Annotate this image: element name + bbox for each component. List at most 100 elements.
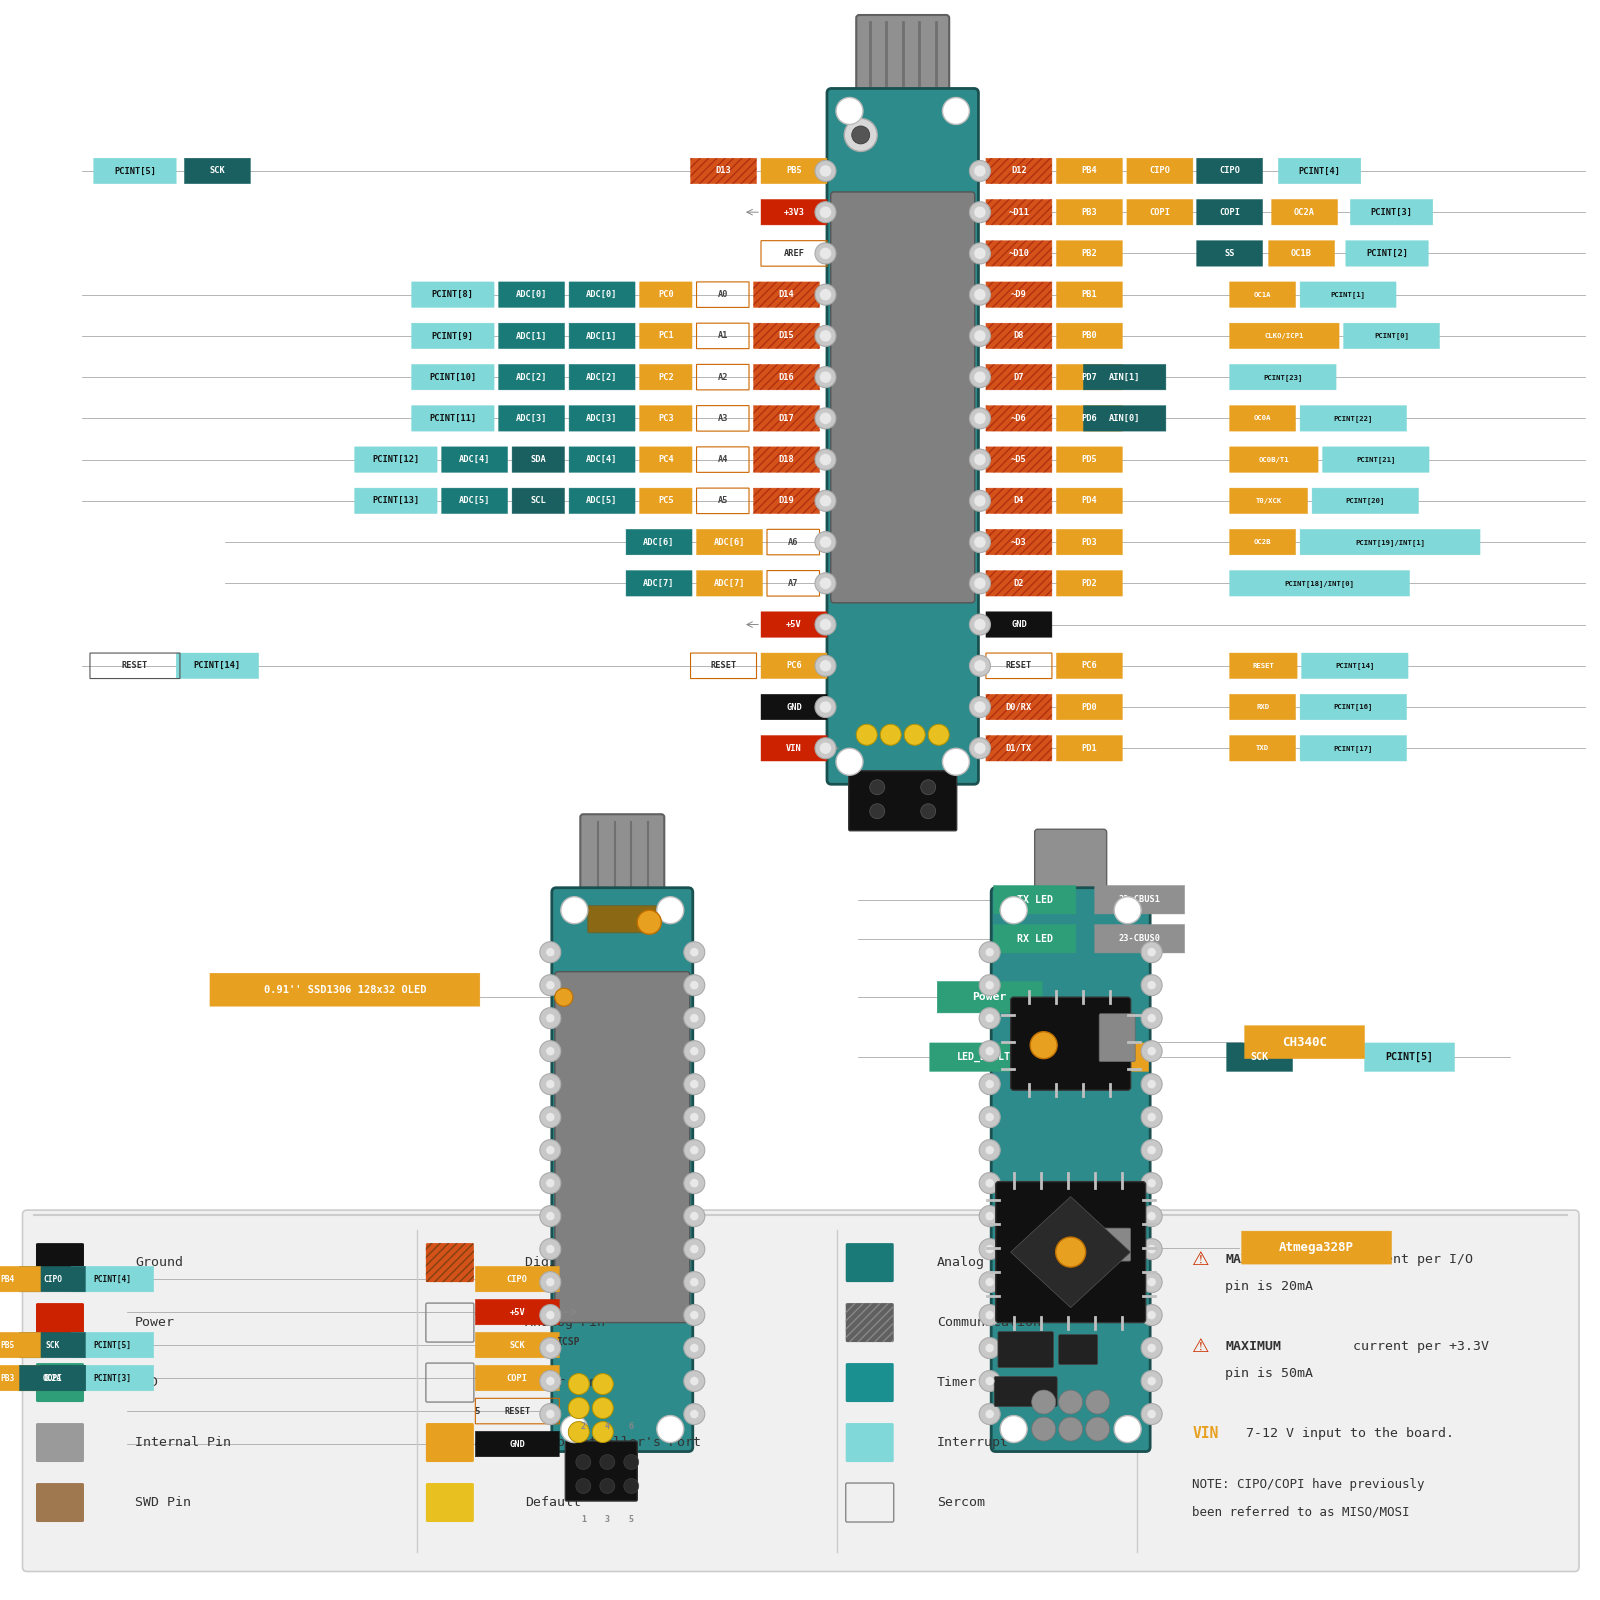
Text: PC4: PC4 — [658, 454, 674, 464]
Circle shape — [970, 738, 990, 758]
Circle shape — [986, 1310, 994, 1320]
Text: PCINT[3]: PCINT[3] — [93, 1373, 131, 1382]
Text: ADC[4]: ADC[4] — [586, 454, 618, 464]
FancyBboxPatch shape — [1056, 446, 1122, 472]
Text: COPI: COPI — [1219, 208, 1240, 216]
Text: Microcontroller's Port: Microcontroller's Port — [525, 1437, 701, 1450]
FancyBboxPatch shape — [1245, 1026, 1365, 1059]
FancyBboxPatch shape — [827, 88, 979, 784]
Circle shape — [814, 738, 835, 758]
Circle shape — [690, 1080, 699, 1088]
Circle shape — [690, 1344, 699, 1352]
FancyBboxPatch shape — [1242, 1230, 1392, 1264]
Circle shape — [690, 1112, 699, 1122]
Circle shape — [974, 454, 986, 466]
Text: OC2A: OC2A — [43, 1373, 62, 1382]
Circle shape — [690, 1310, 699, 1320]
Text: PCINT[17]: PCINT[17] — [1334, 746, 1373, 752]
Circle shape — [683, 1074, 704, 1094]
Circle shape — [986, 1046, 994, 1056]
Circle shape — [539, 1272, 562, 1293]
FancyBboxPatch shape — [512, 446, 565, 472]
Circle shape — [986, 1245, 994, 1254]
Circle shape — [986, 1112, 994, 1122]
Circle shape — [814, 285, 835, 306]
Text: PB4: PB4 — [0, 1275, 14, 1283]
FancyBboxPatch shape — [986, 488, 1051, 514]
Circle shape — [986, 1211, 994, 1221]
Circle shape — [546, 1146, 555, 1155]
Circle shape — [562, 896, 587, 923]
Circle shape — [1141, 1371, 1162, 1392]
Text: PCINT[23]: PCINT[23] — [1262, 374, 1302, 381]
Text: Digital Pin: Digital Pin — [525, 1256, 613, 1269]
Circle shape — [1141, 1304, 1162, 1325]
FancyBboxPatch shape — [986, 406, 1051, 430]
FancyBboxPatch shape — [565, 1442, 637, 1501]
Text: +5V: +5V — [786, 621, 802, 629]
FancyBboxPatch shape — [426, 1243, 474, 1282]
FancyBboxPatch shape — [475, 1365, 560, 1390]
Text: D7: D7 — [1014, 373, 1024, 382]
Text: Ground: Ground — [134, 1256, 182, 1269]
FancyBboxPatch shape — [442, 488, 507, 514]
FancyBboxPatch shape — [555, 971, 690, 1323]
Text: SCL: SCL — [531, 496, 546, 506]
Text: Internal Pin: Internal Pin — [134, 1437, 230, 1450]
FancyBboxPatch shape — [1365, 1043, 1454, 1072]
FancyBboxPatch shape — [696, 571, 763, 597]
Text: pin is 50mA: pin is 50mA — [1226, 1366, 1314, 1381]
FancyBboxPatch shape — [570, 282, 635, 307]
FancyBboxPatch shape — [1056, 323, 1122, 349]
FancyBboxPatch shape — [1230, 365, 1336, 390]
Text: OC0A: OC0A — [1254, 416, 1272, 421]
FancyBboxPatch shape — [1301, 694, 1406, 720]
FancyBboxPatch shape — [19, 1365, 85, 1390]
Circle shape — [546, 1245, 555, 1254]
FancyBboxPatch shape — [1301, 406, 1406, 430]
Text: RESET: RESET — [504, 1406, 531, 1416]
Circle shape — [819, 742, 832, 754]
Circle shape — [979, 1173, 1000, 1194]
Text: PCINT[14]: PCINT[14] — [194, 661, 242, 670]
FancyBboxPatch shape — [754, 488, 819, 514]
Text: 3: 3 — [605, 1515, 610, 1523]
Circle shape — [835, 98, 862, 125]
Circle shape — [1000, 1416, 1027, 1443]
Circle shape — [1141, 1040, 1162, 1062]
FancyBboxPatch shape — [848, 771, 957, 830]
Circle shape — [974, 413, 986, 424]
Circle shape — [546, 1112, 555, 1122]
FancyBboxPatch shape — [499, 406, 565, 430]
Text: PCINT[0]: PCINT[0] — [1374, 333, 1410, 339]
Text: D16: D16 — [779, 373, 794, 382]
Text: 1: 1 — [581, 1515, 586, 1523]
FancyBboxPatch shape — [19, 1266, 85, 1291]
Circle shape — [851, 126, 870, 144]
Circle shape — [819, 494, 832, 507]
FancyBboxPatch shape — [938, 981, 1042, 1013]
FancyBboxPatch shape — [986, 611, 1051, 637]
Circle shape — [1056, 1237, 1086, 1267]
Text: MAXIMUM: MAXIMUM — [1226, 1253, 1282, 1266]
Circle shape — [683, 1206, 704, 1227]
Circle shape — [979, 1403, 1000, 1424]
Circle shape — [568, 1373, 589, 1395]
Text: MAXIMUM: MAXIMUM — [1226, 1341, 1282, 1354]
Circle shape — [656, 1416, 683, 1443]
Circle shape — [683, 1304, 704, 1325]
Circle shape — [819, 371, 832, 382]
Circle shape — [546, 981, 555, 990]
Text: PCINT[8]: PCINT[8] — [432, 290, 474, 299]
FancyBboxPatch shape — [1056, 158, 1122, 184]
Text: PCINT[5]: PCINT[5] — [114, 166, 155, 176]
Text: SCK: SCK — [1251, 1053, 1269, 1062]
FancyBboxPatch shape — [1197, 158, 1262, 184]
Text: SCK: SCK — [509, 1341, 525, 1349]
Text: PB3: PB3 — [0, 1373, 14, 1382]
Circle shape — [683, 1338, 704, 1358]
Text: +3V3: +3V3 — [784, 208, 805, 216]
Text: ADC[1]: ADC[1] — [515, 331, 547, 341]
Circle shape — [970, 573, 990, 594]
Text: 5: 5 — [474, 1406, 480, 1416]
